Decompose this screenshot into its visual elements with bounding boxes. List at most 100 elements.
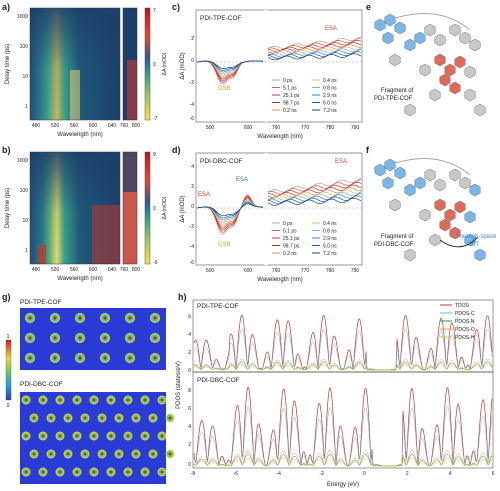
legend-label: 2.9 ns: [323, 93, 337, 99]
density-core: [168, 452, 172, 456]
legend-label: 0.4 ns: [323, 221, 337, 227]
legend-label: 0 ps: [283, 78, 293, 84]
spectrum-curve-right: [267, 177, 362, 193]
ring: [444, 63, 456, 77]
through-space-arrow: [439, 236, 479, 248]
ring: [384, 13, 396, 27]
density-core: [92, 434, 96, 438]
panel-b-xtick: 760: [120, 267, 129, 273]
panel-a-ytick: 1000: [17, 14, 28, 20]
ring: [469, 38, 481, 52]
panel-b-xtick: 640: [108, 267, 117, 273]
legend-label: 25.1 ps: [283, 93, 300, 99]
panel-h-xtick: -4: [276, 471, 281, 477]
panel-b-xtick: 600: [89, 267, 98, 273]
density-core: [32, 416, 36, 420]
ring: [464, 88, 476, 102]
density-core: [100, 416, 104, 420]
ring: [419, 208, 431, 222]
density-core: [134, 452, 138, 456]
panel-c-esa: ESA: [325, 26, 337, 32]
density-core: [103, 336, 107, 340]
panel-d-ytick: 4: [191, 164, 194, 170]
density-core: [53, 336, 57, 340]
pdos-curve: [193, 406, 493, 467]
density-core: [92, 470, 96, 474]
panel-c-title: PDI-TPE-COF: [200, 15, 242, 22]
ring: [384, 158, 396, 172]
ring: [439, 73, 451, 87]
density-core: [28, 316, 32, 320]
density-core: [153, 336, 157, 340]
density-core: [49, 452, 53, 456]
panel-a-cbar-title: ΔA (mOD): [162, 52, 168, 75]
ring: [439, 218, 451, 232]
ring: [382, 31, 394, 45]
ring: [454, 55, 466, 69]
panel-h-ylabel: PDOS (states/eV): [176, 361, 182, 409]
panel-b-cbar-zero: 0: [153, 206, 156, 212]
density-core: [41, 434, 45, 438]
density-core: [41, 470, 45, 474]
density-core: [103, 316, 107, 320]
panel-h-xtick: -2: [319, 471, 324, 477]
pdos-legend-label: PDOS-H: [455, 335, 475, 341]
ring: [474, 248, 486, 262]
panel-e-caption-line1: Fragment of: [381, 88, 414, 94]
panel-c-ytick: -2: [190, 80, 195, 86]
panel-d-esa-right: ESA: [335, 159, 347, 165]
panel-a-ylabel: Delay time (ps): [5, 44, 11, 84]
panel-a-xtick: 800: [132, 123, 141, 129]
legend-label: 98.7 ps: [283, 101, 300, 107]
ring: [464, 210, 476, 224]
pdos-curve: [193, 364, 493, 371]
legend-label: 5.1 ps: [283, 229, 297, 235]
panel-c-xtick: 500: [206, 125, 215, 131]
panel-h-bottom-ytick: 0: [188, 462, 191, 468]
density-core: [168, 416, 172, 420]
spectrum-curve-right: [267, 44, 362, 55]
legend-label: 0.2 ns: [283, 251, 297, 257]
legend-label: 5.0 ns: [323, 244, 337, 250]
panel-h-top-title: PDI-TPE-COF: [197, 303, 239, 310]
panel-h-xtick: 4: [449, 471, 452, 477]
density-core: [160, 398, 164, 402]
ring: [434, 178, 446, 192]
density-core: [53, 316, 57, 320]
density-core: [83, 452, 87, 456]
density-core: [32, 452, 36, 456]
spectrum-curve-right: [267, 195, 362, 205]
density-core: [78, 336, 82, 340]
density-core: [151, 416, 155, 420]
density-core: [126, 434, 130, 438]
legend-label: 0.8 ns: [323, 86, 337, 92]
panel-f-caption-line2: PDI-DBC-COF: [374, 242, 414, 248]
density-core: [109, 398, 113, 402]
ring: [394, 21, 406, 35]
pdos-legend-label: PDOS-C: [455, 311, 475, 317]
density-core: [117, 416, 121, 420]
ring: [434, 53, 446, 67]
ring: [464, 65, 476, 79]
panel-a-xtick: 480: [32, 123, 41, 129]
panel-d-ytick: -4: [190, 244, 195, 250]
ring: [464, 233, 476, 247]
density-core: [153, 356, 157, 360]
panel-c-xlabel: Wavelength (nm): [257, 134, 302, 140]
density-core: [24, 434, 28, 438]
density-core: [28, 356, 32, 360]
density-core: [92, 398, 96, 402]
ring: [424, 168, 436, 182]
panel-h-top-ytick: 0: [188, 368, 191, 374]
panel-b-xlabel: Wavelength (nm): [57, 276, 102, 282]
panel-label-c: c): [172, 2, 181, 12]
density-core: [24, 470, 28, 474]
ring: [449, 23, 461, 37]
panel-d-ytick: -6: [190, 260, 195, 266]
ring: [382, 176, 394, 190]
legend-label: 98.7 ps: [283, 244, 300, 250]
pdos-curve: [193, 386, 493, 467]
